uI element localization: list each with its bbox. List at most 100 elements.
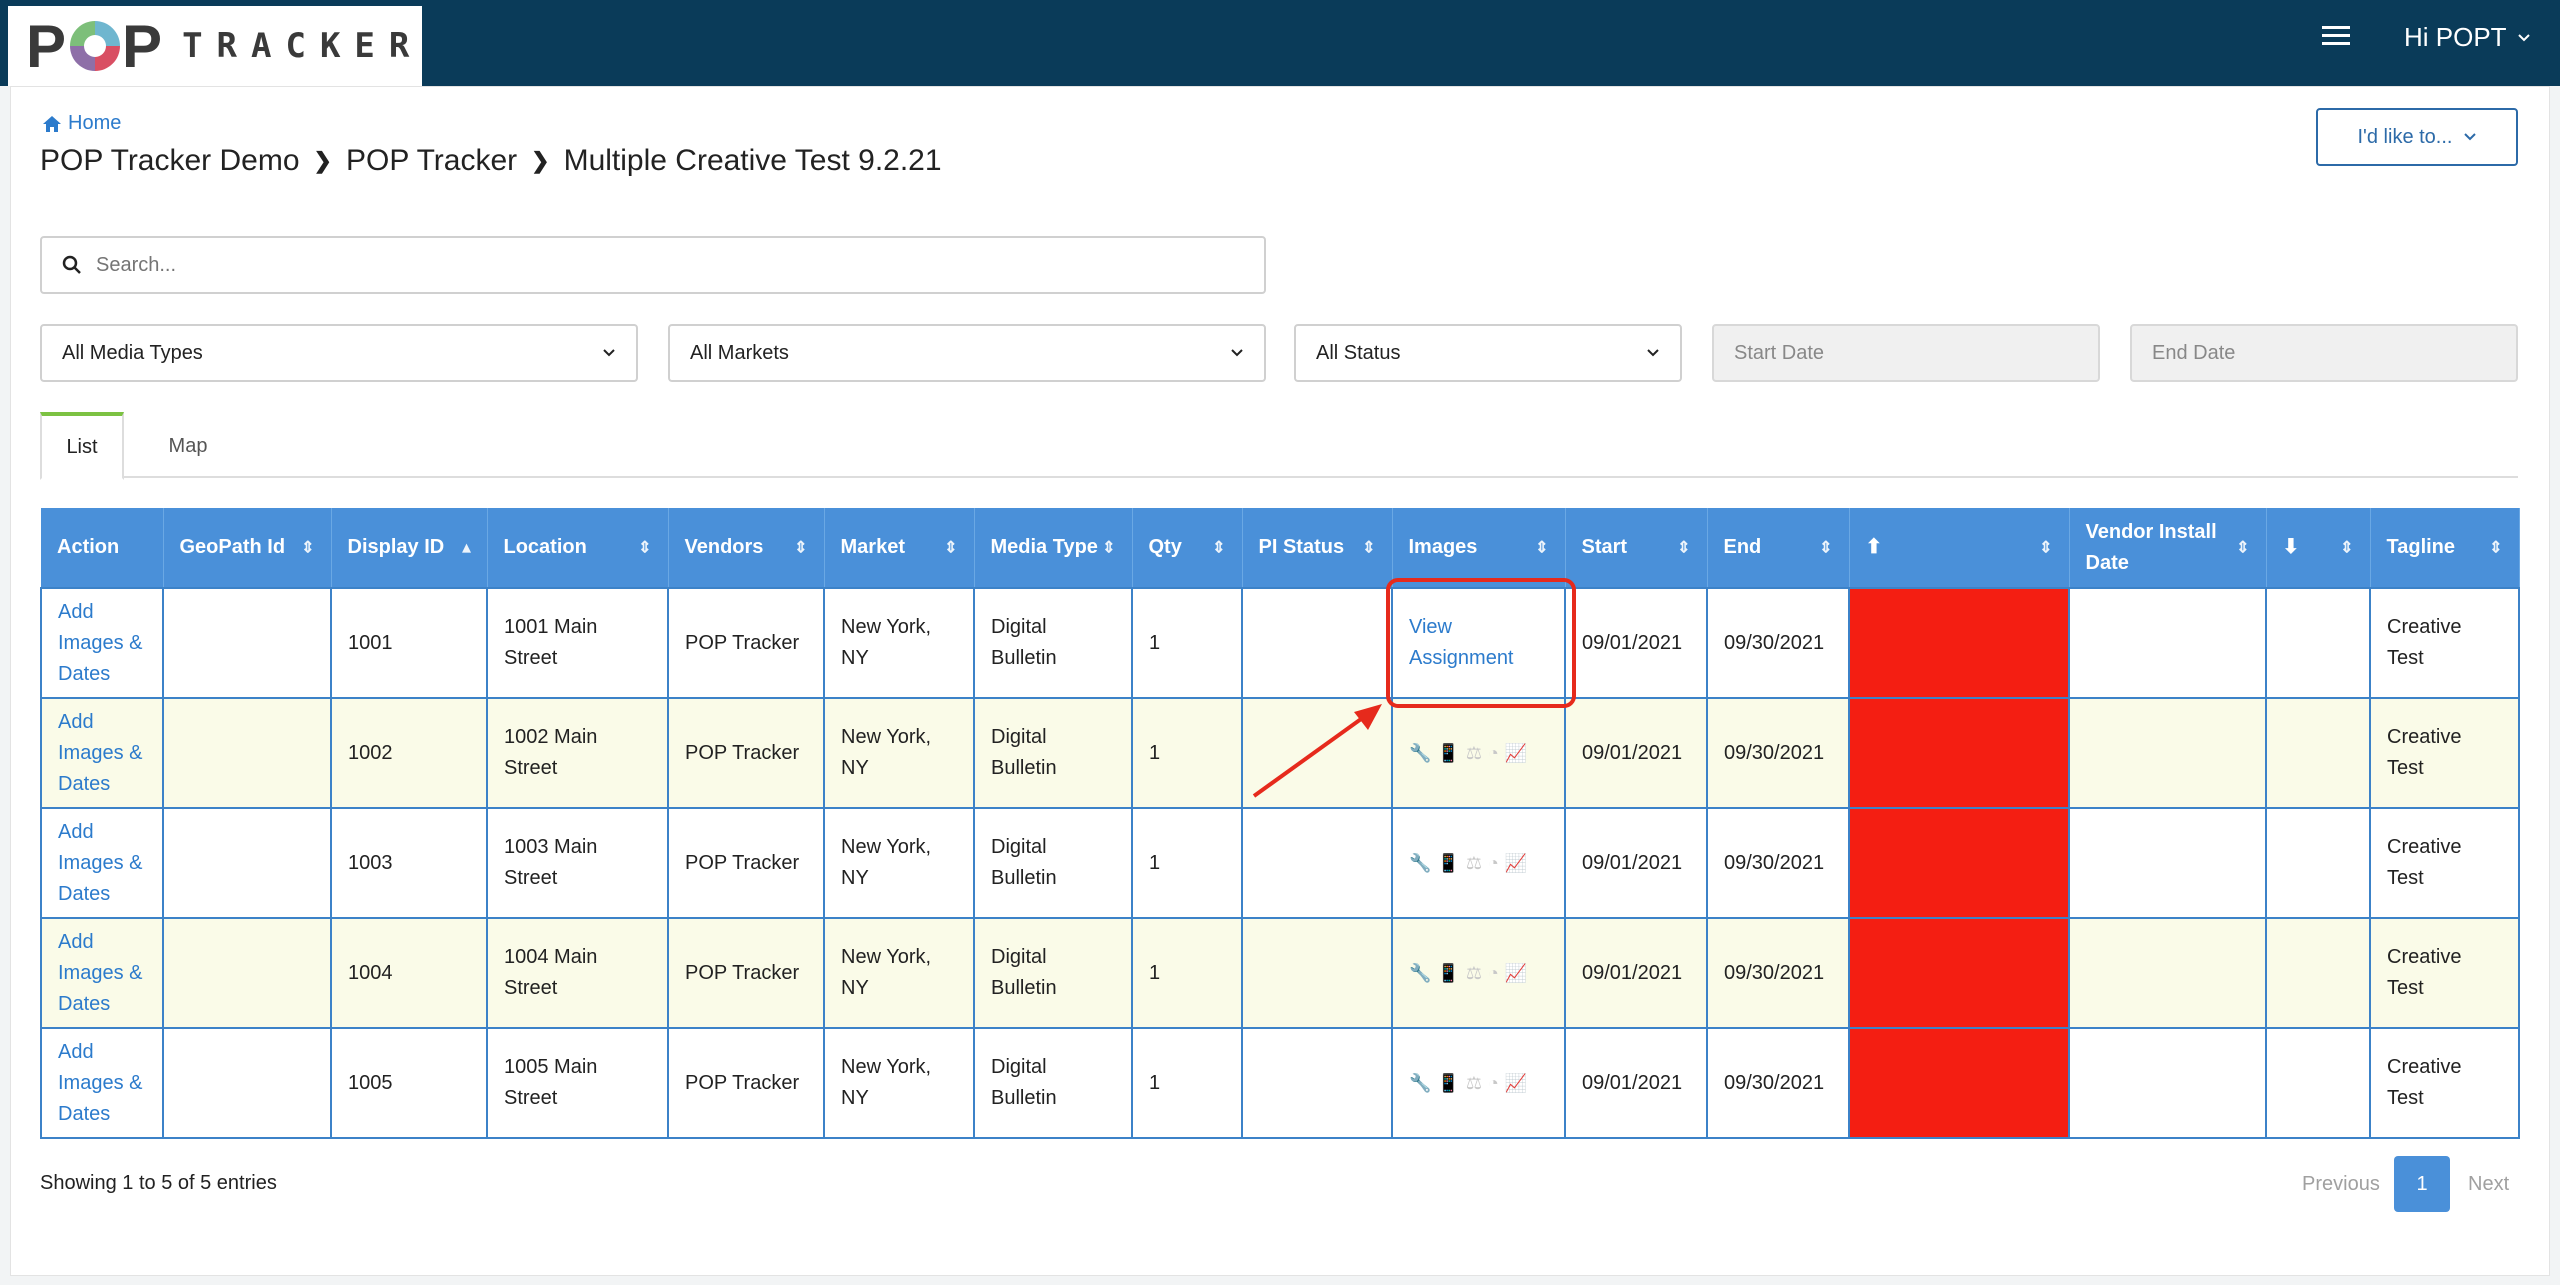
display-id-cell: 1004 [330, 917, 488, 1029]
sort-icon[interactable]: ⇕ [1362, 539, 1376, 556]
search-input[interactable] [96, 253, 1196, 277]
breadcrumb: POP Tracker Demo ❯ POP Tracker ❯ Multipl… [40, 144, 942, 178]
media-type-cell: Digital Bulletin [973, 807, 1133, 919]
logo-o-mark-icon [70, 21, 121, 71]
image-action-icons[interactable]: 🔧📱⚖◔📈 [1409, 852, 1534, 873]
images-cell: 🔧📱⚖◔📈 [1391, 807, 1566, 919]
end-date-cell: 09/30/2021 [1706, 697, 1850, 809]
vendor-install-date-cell [2068, 697, 2267, 809]
column-header-qty[interactable]: Qty ⇕ [1132, 508, 1243, 588]
end-date-cell: 09/30/2021 [1706, 587, 1850, 699]
column-header-vendor-install-date[interactable]: Vendor Install Date ⇕ [2069, 508, 2267, 588]
display-id-cell: 1005 [330, 1027, 488, 1139]
view-tabs: List Map [40, 412, 2518, 480]
vendor-install-date-cell [2068, 917, 2267, 1029]
home-link-label: Home [68, 112, 122, 134]
column-header-down-status[interactable]: ⬇ ⇕ [2266, 508, 2371, 588]
table-row: Add Images & Dates 1002 1002 Main Street PO… [40, 697, 2520, 809]
sort-icon[interactable]: ⇕ [1102, 539, 1116, 556]
column-header-pi-status[interactable]: PI Status ⇕ [1242, 508, 1393, 588]
pi-status-cell [1241, 587, 1393, 699]
sort-icon[interactable]: ⇕ [1212, 539, 1226, 556]
status-cell [2265, 1027, 2371, 1139]
display-id-cell: 1001 [330, 587, 488, 699]
column-header-end[interactable]: End ⇕ [1707, 508, 1850, 588]
image-action-icons[interactable]: 🔧📱⚖◔📈 [1409, 962, 1534, 983]
status-value: All Status [1316, 341, 1401, 364]
display-id-cell: 1002 [330, 697, 488, 809]
annotation-arrow-icon [1252, 704, 1382, 798]
status-indicator-cell [1848, 1027, 2070, 1139]
start-date-cell: 09/01/2021 [1564, 917, 1708, 1029]
chevron-down-icon [1647, 349, 1659, 357]
tab-list[interactable]: List [40, 412, 124, 480]
breadcrumb-item-app[interactable]: POP Tracker [345, 144, 518, 177]
column-header-up-status[interactable]: ⬆ ⇕ [1849, 508, 2070, 588]
start-date-input[interactable]: Start Date [1712, 324, 2100, 382]
image-action-icons[interactable]: 🔧📱⚖◔📈 [1409, 742, 1534, 763]
id-like-to-dropdown-button[interactable]: I'd like to... [2316, 108, 2518, 166]
breadcrumb-item-account[interactable]: POP Tracker Demo [40, 144, 300, 177]
tab-map[interactable]: Map [168, 434, 208, 457]
sort-icon[interactable]: ⇕ [2039, 539, 2053, 556]
column-header-location[interactable]: Location ⇕ [487, 508, 669, 588]
geopath-cell [162, 807, 332, 919]
geopath-cell [162, 1027, 332, 1139]
qty-cell: 1 [1131, 1027, 1243, 1139]
column-header-geopath[interactable]: GeoPath Id ⇕ [163, 508, 332, 588]
hamburger-menu-icon[interactable] [2322, 26, 2350, 50]
media-type-cell: Digital Bulletin [973, 587, 1133, 699]
sort-asc-icon[interactable]: ▴ [462, 539, 471, 556]
sort-icon[interactable]: ⇕ [2489, 539, 2503, 556]
column-header-display-id[interactable]: Display ID ▴ [331, 508, 488, 588]
previous-page-button[interactable]: Previous [2302, 1172, 2380, 1195]
sort-icon[interactable]: ⇕ [1535, 539, 1549, 556]
column-header-start[interactable]: Start ⇕ [1565, 508, 1708, 588]
end-date-input[interactable]: End Date [2130, 324, 2518, 382]
status-cell [2265, 807, 2371, 919]
start-date-placeholder: Start Date [1734, 341, 1825, 364]
sort-icon[interactable]: ⇕ [2340, 539, 2354, 556]
chevron-down-icon [1231, 349, 1243, 357]
column-header-media-type[interactable]: Media Type ⇕ [974, 508, 1133, 588]
sort-icon[interactable]: ⇕ [301, 539, 315, 556]
market-cell: New York, NY [823, 587, 975, 699]
geopath-cell [162, 587, 332, 699]
search-box[interactable] [40, 236, 1266, 294]
page-1-button[interactable]: 1 [2394, 1156, 2450, 1212]
action-link[interactable]: Add Images & Dates [40, 1027, 164, 1139]
sort-icon[interactable]: ⇕ [1677, 539, 1691, 556]
action-link[interactable]: Add Images & Dates [40, 807, 164, 919]
vendor-cell: POP Tracker [667, 917, 825, 1029]
action-link[interactable]: Add Images & Dates [40, 697, 164, 809]
markets-select[interactable]: All Markets [668, 324, 1266, 382]
image-action-icons[interactable]: 🔧📱⚖◔📈 [1409, 1072, 1534, 1093]
end-date-cell: 09/30/2021 [1706, 807, 1850, 919]
start-date-cell: 09/01/2021 [1564, 1027, 1708, 1139]
column-header-market[interactable]: Market ⇕ [824, 508, 975, 588]
sort-icon[interactable]: ⇕ [944, 539, 958, 556]
geopath-cell [162, 697, 332, 809]
next-page-button[interactable]: Next [2468, 1172, 2510, 1195]
arrow-up-circle-icon: ⬆ [1865, 536, 1883, 558]
sort-icon[interactable]: ⇕ [1819, 539, 1833, 556]
view-assignment-link[interactable]: View Assignment [1391, 587, 1566, 699]
home-link[interactable]: Home [42, 112, 121, 135]
media-types-select[interactable]: All Media Types [40, 324, 638, 382]
qty-cell: 1 [1131, 697, 1243, 809]
sort-icon[interactable]: ⇕ [794, 539, 808, 556]
sort-icon[interactable]: ⇕ [638, 539, 652, 556]
action-link[interactable]: Add Images & Dates [40, 917, 164, 1029]
table-row: Add Images & Dates 1001 1001 Main Street PO… [40, 587, 2520, 699]
status-indicator-cell [1848, 697, 2070, 809]
status-select[interactable]: All Status [1294, 324, 1682, 382]
user-menu[interactable]: Hi POPT [2404, 22, 2531, 53]
qty-cell: 1 [1131, 917, 1243, 1029]
sort-icon[interactable]: ⇕ [2236, 539, 2250, 556]
column-header-tagline[interactable]: Tagline ⇕ [2370, 508, 2520, 588]
action-link[interactable]: Add Images & Dates [40, 587, 164, 699]
column-header-images[interactable]: Images ⇕ [1392, 508, 1566, 588]
column-header-vendors[interactable]: Vendors ⇕ [668, 508, 825, 588]
chevron-right-icon: ❯ [313, 148, 332, 173]
